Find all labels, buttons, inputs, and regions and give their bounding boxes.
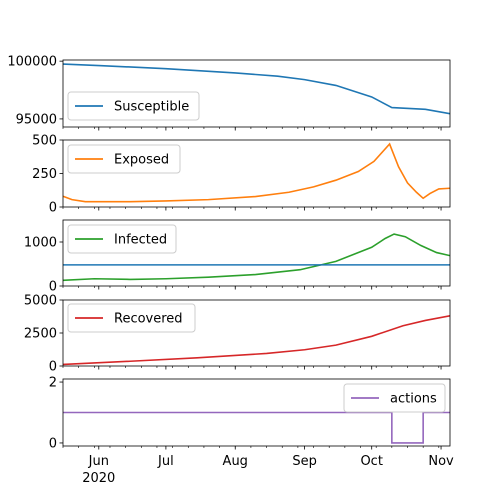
- legend: Infected: [67, 224, 177, 254]
- x-tick-label: Jul: [157, 454, 174, 469]
- y-tick-label: 95000: [16, 112, 57, 127]
- axes-frame: [62, 219, 451, 287]
- axes-frame: [62, 59, 451, 128]
- legend: Recovered: [67, 303, 196, 333]
- series-line-recovered: [63, 315, 450, 366]
- panel-5: 0 2 actions Jun Jul Aug Sep Oct Nov 2020: [49, 376, 454, 486]
- legend-box: [67, 144, 181, 174]
- x-tick-label: Aug: [223, 454, 248, 469]
- series-line-infected: [63, 233, 450, 282]
- x-tick-label: Jun: [88, 454, 109, 469]
- y-tick-label: 5000: [24, 294, 57, 309]
- x-tick-label: Nov: [428, 454, 454, 469]
- series-line-actions: [63, 411, 450, 444]
- legend-label: Susceptible: [114, 100, 189, 115]
- legend-box: [343, 383, 446, 413]
- y-tick-label: 2500: [24, 327, 57, 342]
- y-tick-label: 100000: [7, 55, 57, 70]
- y-tick-label: 250: [32, 167, 57, 182]
- y-tick-label: 0: [49, 201, 57, 216]
- panel-2: 0 250 500 Exposed: [32, 134, 451, 216]
- panel-1: 95000 100000 Susceptible: [7, 55, 451, 131]
- y-tick-label: 0: [49, 360, 57, 375]
- legend-box: [67, 224, 177, 254]
- panel-3: 0 1000 Infected: [24, 219, 451, 295]
- y-tick-label: 0: [49, 280, 57, 295]
- x-tick-label: Sep: [292, 454, 317, 469]
- legend: actions: [343, 383, 446, 413]
- y-tick-label: 500: [32, 134, 57, 149]
- legend-label: actions: [390, 392, 437, 407]
- legend-box: [67, 303, 196, 333]
- x-year-label: 2020: [82, 471, 115, 486]
- y-tick-label: 0: [49, 436, 57, 451]
- y-tick-label: 2: [49, 376, 57, 391]
- legend-box: [67, 91, 200, 121]
- axes-frame: [62, 378, 451, 447]
- legend: Susceptible: [67, 91, 200, 121]
- legend: Exposed: [67, 144, 181, 174]
- series-line-susceptible: [63, 63, 450, 115]
- y-tick-label: 1000: [24, 236, 57, 251]
- legend-label: Recovered: [114, 312, 183, 327]
- legend-label: Exposed: [114, 153, 169, 168]
- legend-label: Infected: [114, 233, 167, 248]
- series-line-exposed: [63, 142, 450, 203]
- panel-4: 0 2500 5000 Recovered: [24, 294, 451, 375]
- x-tick-label: Oct: [360, 454, 382, 469]
